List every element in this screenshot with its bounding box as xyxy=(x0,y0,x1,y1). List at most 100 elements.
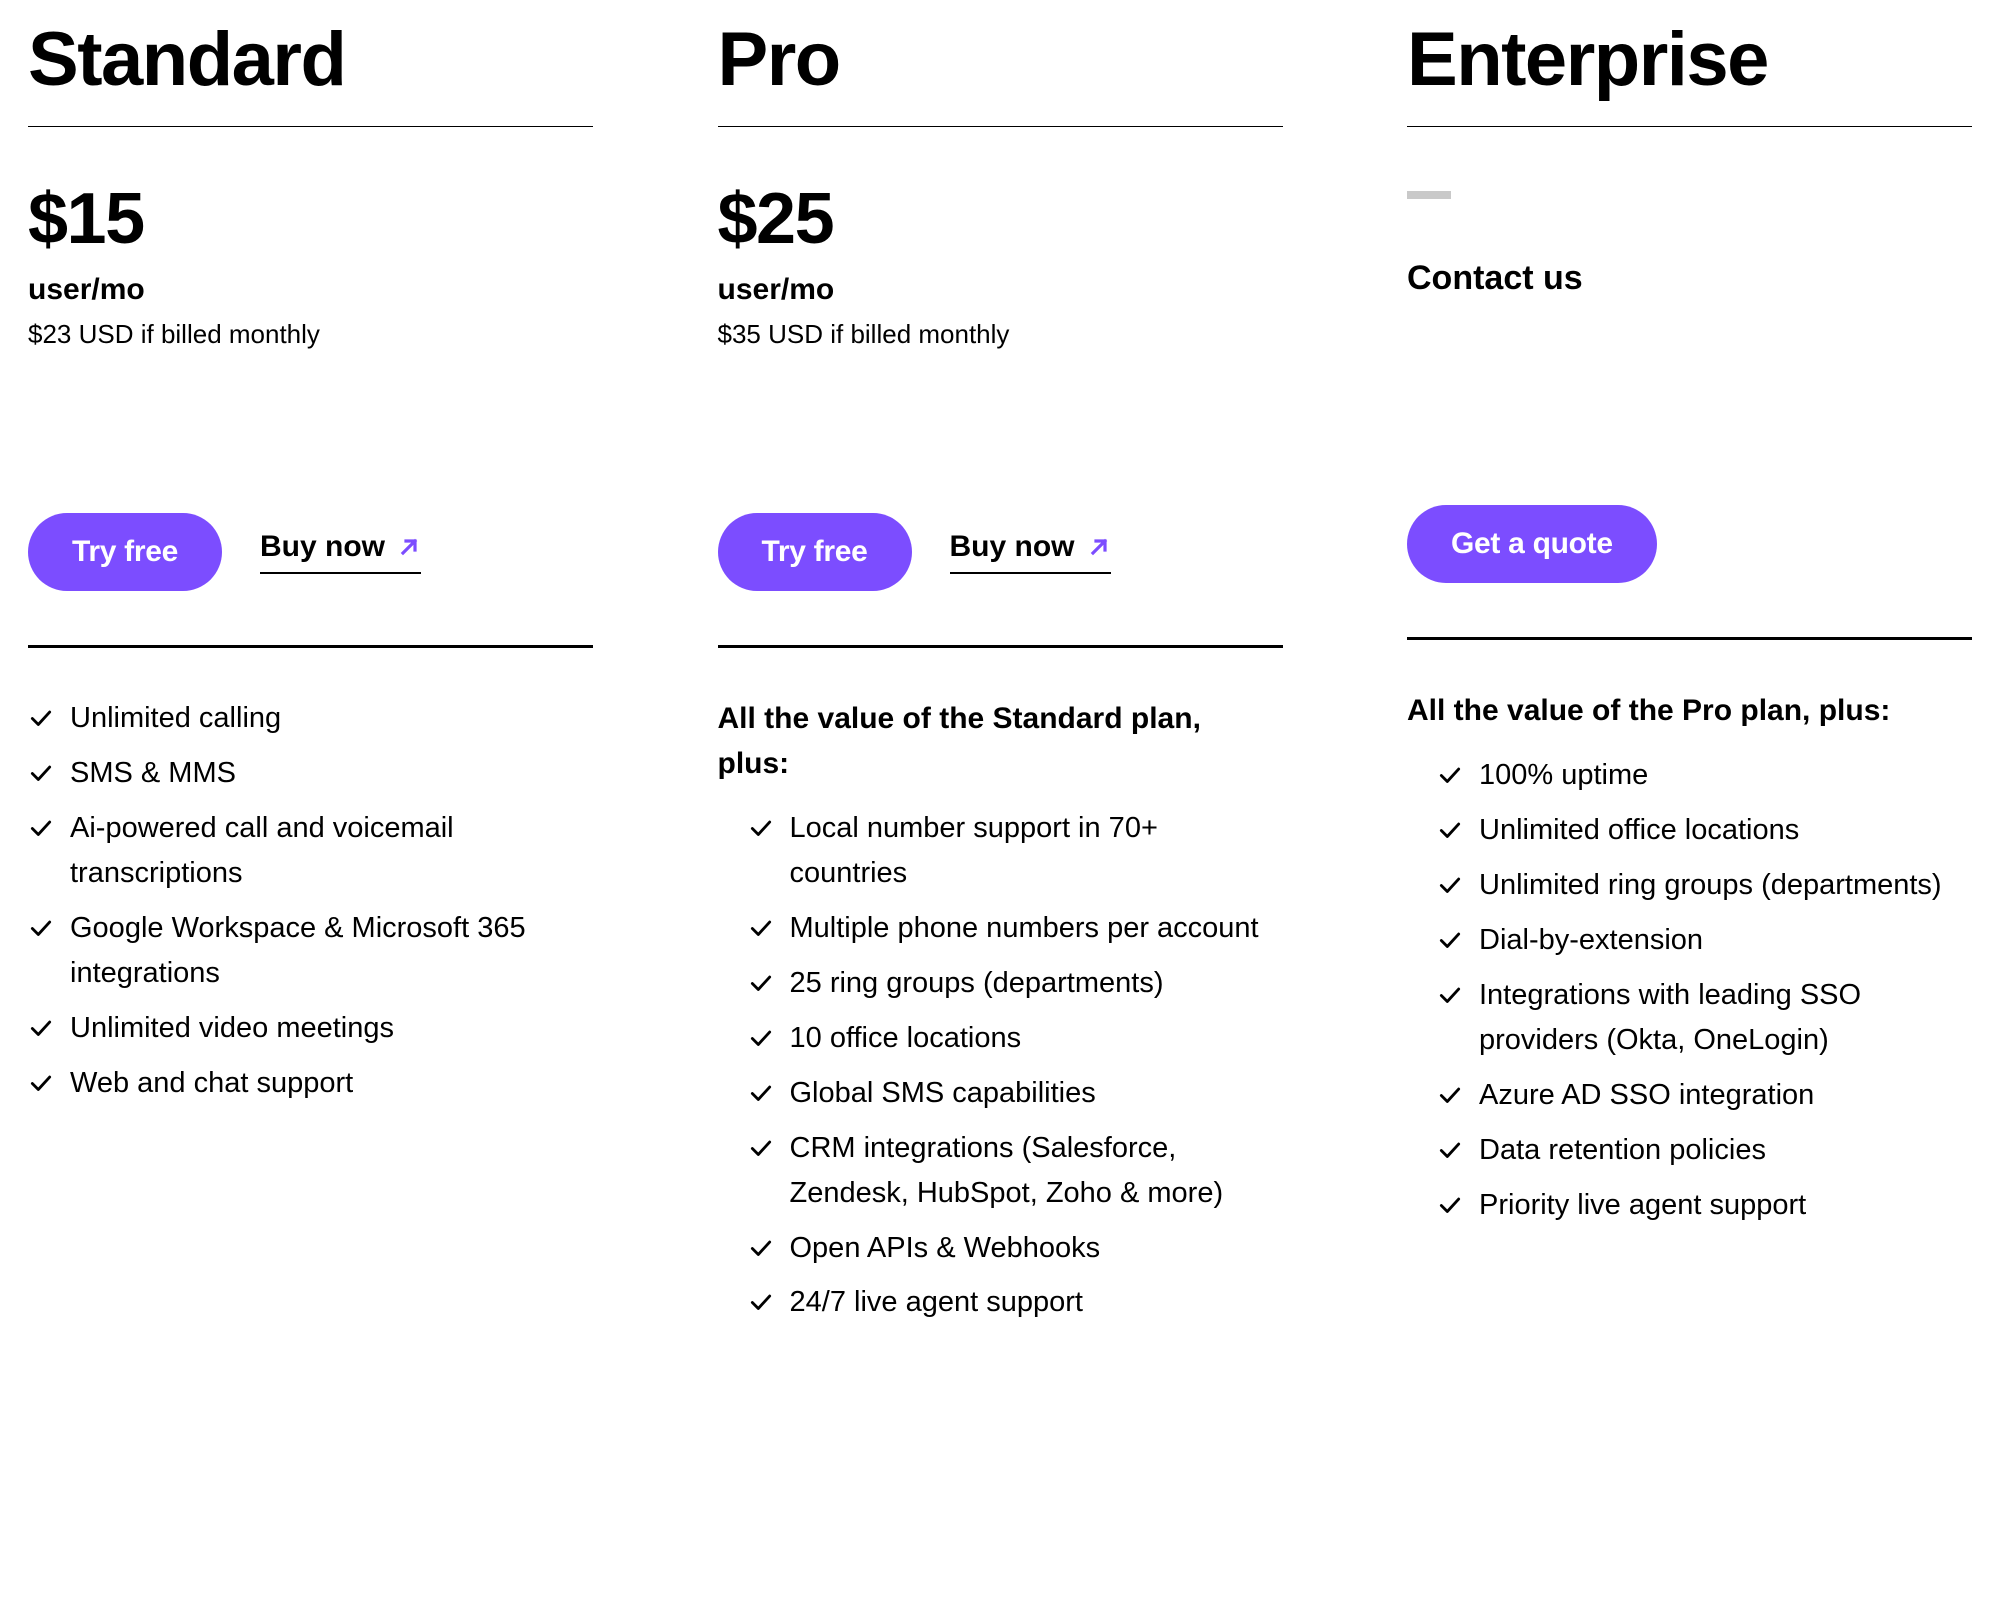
price-dash xyxy=(1407,191,1451,199)
buy-now-link-standard[interactable]: Buy now xyxy=(260,530,421,574)
check-icon xyxy=(1437,1192,1463,1218)
features-heading-enterprise: All the value of the Pro plan, plus: xyxy=(1407,688,1927,733)
section-divider-standard xyxy=(28,645,593,648)
feature-text: 25 ring groups (departments) xyxy=(790,961,1164,1006)
feature-item: Priority live agent support xyxy=(1437,1183,1957,1228)
check-icon xyxy=(1437,817,1463,843)
try-free-button-standard[interactable]: Try free xyxy=(28,513,222,591)
feature-text: Unlimited office locations xyxy=(1479,808,1799,853)
check-icon xyxy=(748,1135,774,1161)
check-icon xyxy=(1437,762,1463,788)
feature-item: Azure AD SSO integration xyxy=(1437,1073,1957,1118)
price-block-standard: $15 user/mo $23 USD if billed monthly xyxy=(28,183,593,363)
price-unit-standard: user/mo xyxy=(28,273,593,307)
check-icon xyxy=(748,1235,774,1261)
feature-item: Dial-by-extension xyxy=(1437,918,1957,963)
plan-title-standard: Standard xyxy=(28,22,593,98)
price-standard: $15 xyxy=(28,183,593,255)
feature-item: 24/7 live agent support xyxy=(748,1280,1268,1325)
check-icon xyxy=(748,1289,774,1315)
feature-text: Ai-powered call and voicemail transcript… xyxy=(70,806,548,896)
buy-now-label-standard: Buy now xyxy=(260,530,385,564)
section-divider-enterprise xyxy=(1407,637,1972,640)
feature-text: Azure AD SSO integration xyxy=(1479,1073,1814,1118)
check-icon xyxy=(1437,982,1463,1008)
feature-item: Ai-powered call and voicemail transcript… xyxy=(28,806,548,896)
try-free-button-pro[interactable]: Try free xyxy=(718,513,912,591)
feature-text: Local number support in 70+ countries xyxy=(790,806,1268,896)
feature-text: CRM integrations (Salesforce, Zendesk, H… xyxy=(790,1126,1268,1216)
feature-item: Unlimited calling xyxy=(28,696,548,741)
price-unit-pro: user/mo xyxy=(718,273,1283,307)
feature-list-enterprise: 100% uptime Unlimited office locations Unl… xyxy=(1407,753,1972,1237)
plan-enterprise: Enterprise Contact us Get a quote All th… xyxy=(1407,22,1972,1335)
feature-text: Unlimited calling xyxy=(70,696,281,741)
external-link-icon xyxy=(397,535,421,559)
check-icon xyxy=(1437,1137,1463,1163)
check-icon xyxy=(748,915,774,941)
buy-now-label-pro: Buy now xyxy=(950,530,1075,564)
feature-item: Web and chat support xyxy=(28,1061,548,1106)
feature-item: Global SMS capabilities xyxy=(748,1071,1268,1116)
plans-row: Standard $15 user/mo $23 USD if billed m… xyxy=(28,22,1972,1335)
pricing-page: Standard $15 user/mo $23 USD if billed m… xyxy=(0,0,2000,1375)
check-icon xyxy=(28,1015,54,1041)
feature-item: Local number support in 70+ countries xyxy=(748,806,1268,896)
check-icon xyxy=(28,705,54,731)
feature-text: SMS & MMS xyxy=(70,751,236,796)
price-pro: $25 xyxy=(718,183,1283,255)
section-divider-pro xyxy=(718,645,1283,648)
feature-text: Unlimited video meetings xyxy=(70,1006,394,1051)
plan-pro: Pro $25 user/mo $35 USD if billed monthl… xyxy=(718,22,1283,1335)
check-icon xyxy=(28,1070,54,1096)
feature-text: Integrations with leading SSO providers … xyxy=(1479,973,1957,1063)
feature-item: Google Workspace & Microsoft 365 integra… xyxy=(28,906,548,996)
feature-item: Integrations with leading SSO providers … xyxy=(1437,973,1957,1063)
check-icon xyxy=(1437,927,1463,953)
feature-text: 100% uptime xyxy=(1479,753,1648,798)
feature-text: 10 office locations xyxy=(790,1016,1022,1061)
check-icon xyxy=(1437,872,1463,898)
feature-text: Priority live agent support xyxy=(1479,1183,1806,1228)
feature-text: 24/7 live agent support xyxy=(790,1280,1083,1325)
feature-text: Web and chat support xyxy=(70,1061,353,1106)
feature-list-pro: Local number support in 70+ countries Mul… xyxy=(718,806,1283,1335)
title-divider xyxy=(1407,126,1972,127)
features-heading-pro: All the value of the Standard plan, plus… xyxy=(718,696,1238,786)
feature-text: Unlimited ring groups (departments) xyxy=(1479,863,1942,908)
cta-row-standard: Try free Buy now xyxy=(28,513,593,591)
external-link-icon xyxy=(1087,535,1111,559)
feature-item: SMS & MMS xyxy=(28,751,548,796)
price-block-enterprise: Contact us xyxy=(1407,183,1972,363)
title-divider xyxy=(718,126,1283,127)
price-note-pro: $35 USD if billed monthly xyxy=(718,319,1283,350)
cta-row-pro: Try free Buy now xyxy=(718,513,1283,591)
cta-row-enterprise: Get a quote xyxy=(1407,505,1972,583)
feature-item: Data retention policies xyxy=(1437,1128,1957,1173)
price-block-pro: $25 user/mo $35 USD if billed monthly xyxy=(718,183,1283,363)
feature-item: Unlimited office locations xyxy=(1437,808,1957,853)
price-note-standard: $23 USD if billed monthly xyxy=(28,319,593,350)
plan-title-pro: Pro xyxy=(718,22,1283,98)
get-a-quote-button[interactable]: Get a quote xyxy=(1407,505,1657,583)
check-icon xyxy=(28,760,54,786)
feature-item: Unlimited ring groups (departments) xyxy=(1437,863,1957,908)
check-icon xyxy=(1437,1082,1463,1108)
check-icon xyxy=(28,915,54,941)
feature-text: Google Workspace & Microsoft 365 integra… xyxy=(70,906,548,996)
feature-list-standard: Unlimited calling SMS & MMS Ai-powered cal… xyxy=(28,696,593,1116)
feature-text: Data retention policies xyxy=(1479,1128,1766,1173)
feature-item: 25 ring groups (departments) xyxy=(748,961,1268,1006)
feature-text: Global SMS capabilities xyxy=(790,1071,1096,1116)
title-divider xyxy=(28,126,593,127)
contact-us-label: Contact us xyxy=(1407,259,1972,298)
feature-text: Multiple phone numbers per account xyxy=(790,906,1259,951)
feature-item: 10 office locations xyxy=(748,1016,1268,1061)
feature-item: 100% uptime xyxy=(1437,753,1957,798)
check-icon xyxy=(748,1025,774,1051)
feature-text: Dial-by-extension xyxy=(1479,918,1703,963)
feature-text: Open APIs & Webhooks xyxy=(790,1226,1101,1271)
feature-item: Multiple phone numbers per account xyxy=(748,906,1268,951)
check-icon xyxy=(748,970,774,996)
buy-now-link-pro[interactable]: Buy now xyxy=(950,530,1111,574)
